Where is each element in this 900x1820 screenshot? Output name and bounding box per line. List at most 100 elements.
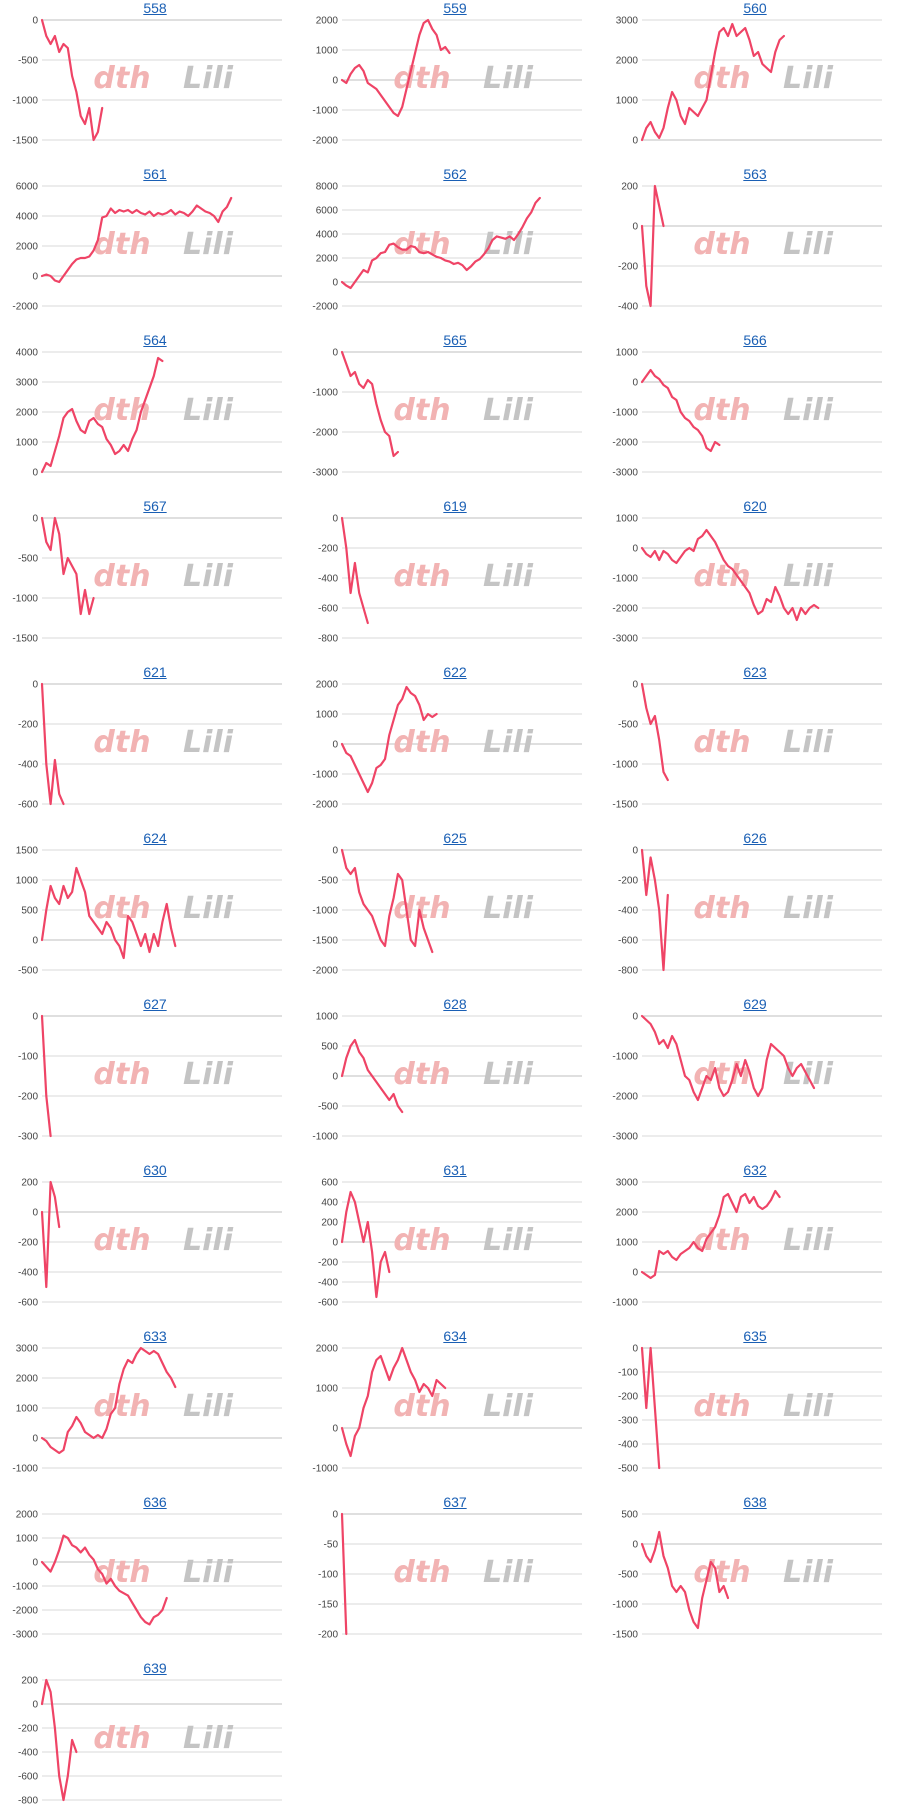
y-tick-label: -2000: [312, 136, 338, 147]
watermark-logo: dth Lili: [693, 1555, 833, 1590]
chart-panel: 624 1500 1000 500 0 -500 dth Lili: [10, 830, 300, 990]
y-tick-label: 0: [32, 1208, 38, 1219]
watermark-right-text: Lili: [483, 1223, 534, 1258]
chart-title-link[interactable]: 632: [743, 1162, 767, 1178]
watermark-right-text: Lili: [783, 1555, 834, 1590]
y-tick-label: -1500: [312, 936, 338, 947]
chart-title-link[interactable]: 623: [743, 664, 767, 680]
chart-title-link[interactable]: 639: [143, 1660, 167, 1676]
y-tick-label: -500: [618, 1464, 638, 1475]
watermark-logo: dth Lili: [93, 1555, 233, 1590]
watermark-logo: dth Lili: [393, 725, 533, 760]
y-tick-label: 1000: [16, 876, 39, 887]
chart-title-link[interactable]: 631: [443, 1162, 467, 1178]
watermark-left-text: dth: [93, 1721, 150, 1756]
watermark-right-text: Lili: [483, 393, 534, 428]
chart-title-link[interactable]: 563: [743, 166, 767, 182]
chart-title-link[interactable]: 560: [743, 0, 767, 16]
watermark-right-text: Lili: [783, 725, 834, 760]
chart-title-link[interactable]: 638: [743, 1494, 767, 1510]
chart-panel: 629 0 -1000 -2000 -3000 dth Lili: [610, 996, 900, 1156]
watermark-right-text: Lili: [483, 1389, 534, 1424]
series-line: [640, 1189, 781, 1280]
chart-title-link[interactable]: 561: [143, 166, 167, 182]
chart-title-link[interactable]: 567: [143, 498, 167, 514]
chart-panel: 626 0 -200 -400 -600 -800 dth Lili: [610, 830, 900, 990]
y-tick-label: -1000: [12, 594, 38, 605]
chart-title-link[interactable]: 558: [143, 0, 167, 16]
chart-title-link[interactable]: 630: [143, 1162, 167, 1178]
y-tick-label: 6000: [316, 206, 339, 217]
y-tick-label: 200: [621, 182, 638, 193]
watermark-logo: dth Lili: [93, 1223, 233, 1258]
chart-title-link[interactable]: 565: [443, 332, 467, 348]
y-tick-label: -1000: [612, 408, 638, 419]
chart-title-link[interactable]: 636: [143, 1494, 167, 1510]
watermark-logo: dth Lili: [393, 1389, 533, 1424]
chart-title-link[interactable]: 624: [143, 830, 167, 846]
y-tick-label: 0: [32, 272, 38, 283]
chart-title-link[interactable]: 627: [143, 996, 167, 1012]
y-tick-label: -500: [18, 966, 38, 977]
chart-title-link[interactable]: 626: [743, 830, 767, 846]
chart-title-link[interactable]: 564: [143, 332, 167, 348]
watermark-left-text: dth: [393, 61, 450, 96]
watermark-right-text: Lili: [483, 1057, 534, 1092]
chart-title-link[interactable]: 637: [443, 1494, 467, 1510]
y-tick-label: -1000: [612, 760, 638, 771]
line-chart: 3000 2000 1000 0 -1000 dth Lili: [12, 1344, 282, 1475]
watermark-left-text: dth: [693, 227, 750, 262]
y-tick-label: 0: [32, 514, 38, 525]
watermark-left-text: dth: [393, 393, 450, 428]
watermark-logo: dth Lili: [393, 891, 533, 926]
watermark-left-text: dth: [93, 1389, 150, 1424]
chart-title-link[interactable]: 635: [743, 1328, 767, 1344]
y-tick-label: -400: [318, 574, 338, 585]
y-tick-label: -100: [18, 1052, 38, 1063]
y-tick-label: 0: [332, 846, 338, 857]
line-chart: 2000 1000 0 -1000 -2000 -3000 dth Lili: [12, 1510, 282, 1641]
series-line: [340, 848, 434, 954]
y-tick-label: -1000: [312, 770, 338, 781]
y-tick-label: -1000: [312, 106, 338, 117]
watermark-left-text: dth: [393, 1057, 450, 1092]
watermark-left-text: dth: [93, 1057, 150, 1092]
chart-title-link[interactable]: 566: [743, 332, 767, 348]
chart-title-link[interactable]: 634: [443, 1328, 467, 1344]
y-tick-label: 0: [632, 544, 638, 555]
chart-title-link[interactable]: 629: [743, 996, 767, 1012]
chart-title-link[interactable]: 562: [443, 166, 467, 182]
watermark-left-text: dth: [393, 1389, 450, 1424]
y-tick-label: 2000: [316, 1344, 339, 1355]
y-tick-label: 0: [632, 378, 638, 389]
chart-title-link[interactable]: 633: [143, 1328, 167, 1344]
watermark-left-text: dth: [93, 227, 150, 262]
y-tick-label: 200: [321, 1218, 338, 1229]
watermark-right-text: Lili: [783, 559, 834, 594]
chart-panel: 560 3000 2000 1000 0 dth Lili: [610, 0, 900, 160]
y-tick-label: 0: [632, 680, 638, 691]
y-tick-label: 1000: [316, 1012, 339, 1023]
y-tick-label: 0: [632, 846, 638, 857]
series-line: [640, 1530, 730, 1630]
y-tick-label: 2000: [616, 1208, 639, 1219]
y-tick-label: 4000: [316, 230, 339, 241]
y-tick-label: -2000: [312, 966, 338, 977]
y-tick-label: -400: [18, 760, 38, 771]
series-line: [640, 184, 665, 308]
y-tick-label: -300: [18, 1132, 38, 1143]
y-tick-label: -1500: [612, 800, 638, 811]
chart-title-link[interactable]: 559: [443, 0, 467, 16]
watermark-logo: dth Lili: [693, 559, 833, 594]
chart-title-link[interactable]: 622: [443, 664, 467, 680]
y-tick-label: 1000: [616, 348, 639, 359]
watermark-right-text: Lili: [183, 1555, 234, 1590]
chart-title-link[interactable]: 620: [743, 498, 767, 514]
chart-title-link[interactable]: 621: [143, 664, 167, 680]
chart-title-link[interactable]: 625: [443, 830, 467, 846]
chart-title-link[interactable]: 619: [443, 498, 467, 514]
chart-title-link[interactable]: 628: [443, 996, 467, 1012]
y-tick-label: -2000: [612, 604, 638, 615]
y-tick-label: -150: [318, 1600, 338, 1611]
watermark-logo: dth Lili: [693, 891, 833, 926]
